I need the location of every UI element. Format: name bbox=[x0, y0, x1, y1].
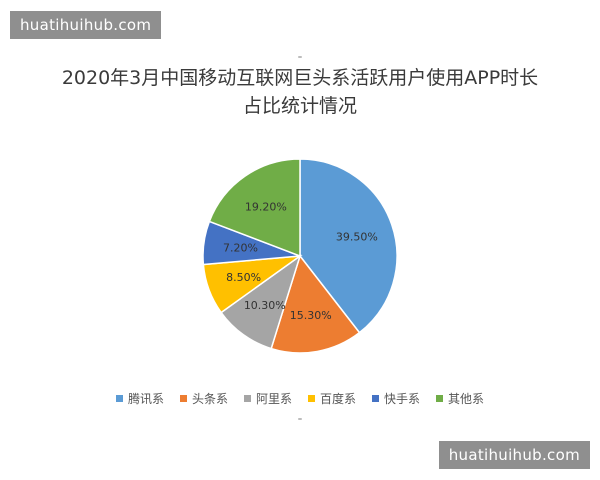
chart-title: 2020年3月中国移动互联网巨头系活跃用户使用APP时长 占比统计情况 bbox=[0, 64, 600, 120]
legend-item-1: 腾讯系 bbox=[115, 390, 164, 407]
legend-label-4: 百度系 bbox=[320, 392, 357, 406]
pie-slice-label-3: 10.30% bbox=[244, 299, 286, 312]
watermark-bottom: huatihuihub.com bbox=[438, 441, 590, 469]
pie-slice-2 bbox=[270, 254, 361, 354]
legend-label-6: 其他系 bbox=[448, 392, 485, 406]
decorative-dot-top bbox=[298, 56, 302, 58]
watermark-top: huatihuihub.com bbox=[10, 11, 162, 39]
chart-title-line-2: 占比统计情况 bbox=[242, 95, 357, 117]
pie-slice-label-5: 7.20% bbox=[223, 242, 258, 255]
legend-item-5: 快手系 bbox=[372, 390, 420, 407]
legend-label-3: 阿里系 bbox=[255, 392, 292, 406]
legend-item-3: 阿里系 bbox=[243, 390, 292, 407]
legend-swatch-5 bbox=[372, 395, 380, 402]
decorative-dot-bottom bbox=[298, 418, 302, 420]
legend-label-5: 快手系 bbox=[384, 392, 421, 406]
pie-slice-label-2: 15.30% bbox=[290, 309, 332, 322]
pie-slice-1 bbox=[299, 158, 398, 334]
legend-swatch-1 bbox=[115, 395, 123, 402]
legend-swatch-3 bbox=[243, 395, 251, 402]
legend-swatch-6 bbox=[436, 395, 444, 402]
pie-slice-6 bbox=[208, 158, 301, 258]
legend-swatch-2 bbox=[179, 395, 187, 402]
pie-slice-label-6: 19.20% bbox=[245, 200, 287, 213]
chart-title-line-1: 2020年3月中国移动互联网巨头系活跃用户使用APP时长 bbox=[61, 67, 539, 89]
pie-slice-label-1: 39.50% bbox=[336, 231, 378, 244]
legend-item-4: 百度系 bbox=[308, 390, 356, 407]
chart-legend: 腾讯系 头条系 阿里系 百度系 快手系 其他系 bbox=[0, 390, 600, 407]
legend-swatch-4 bbox=[308, 395, 315, 402]
pie-slice-label-4: 8.50% bbox=[226, 271, 261, 284]
legend-label-1: 腾讯系 bbox=[127, 392, 164, 406]
legend-label-2: 头条系 bbox=[191, 392, 228, 406]
legend-item-6: 其他系 bbox=[436, 390, 484, 407]
legend-item-2: 头条系 bbox=[179, 390, 228, 407]
